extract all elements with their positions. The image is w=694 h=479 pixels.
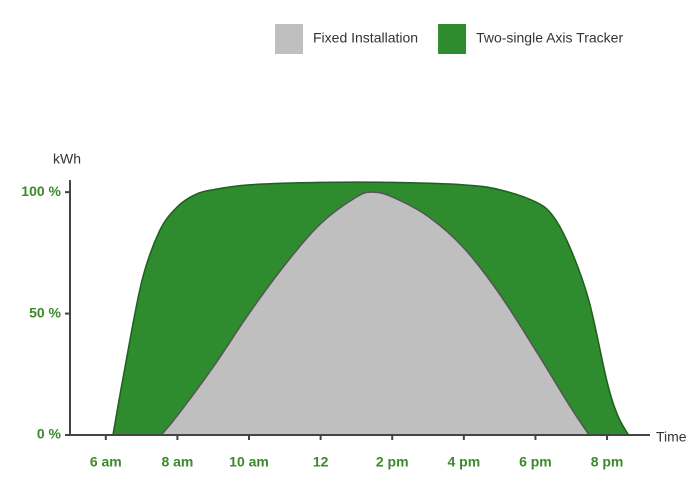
x-tick-label: 2 pm <box>376 454 409 470</box>
x-tick-label: 6 pm <box>519 454 552 470</box>
y-tick-label: 100 % <box>21 183 61 199</box>
y-axis-label: kWh <box>53 151 81 167</box>
x-tick-label: 6 am <box>90 454 122 470</box>
x-tick-label: 10 am <box>229 454 269 470</box>
x-axis-label: Time <box>656 429 687 445</box>
area <box>159 191 591 436</box>
x-tick-label: 12 <box>313 454 329 470</box>
legend-swatch <box>438 24 467 54</box>
x-tick-label: 8 am <box>161 454 193 470</box>
y-tick-label: 0 % <box>37 426 62 442</box>
x-tick-label: 8 pm <box>591 454 624 470</box>
legend-label: Fixed Installation <box>313 30 418 46</box>
legend-label: Two-single Axis Tracker <box>476 30 623 46</box>
x-tick-label: 4 pm <box>447 454 480 470</box>
legend-swatch <box>275 24 303 54</box>
y-tick-label: 50 % <box>29 304 61 320</box>
